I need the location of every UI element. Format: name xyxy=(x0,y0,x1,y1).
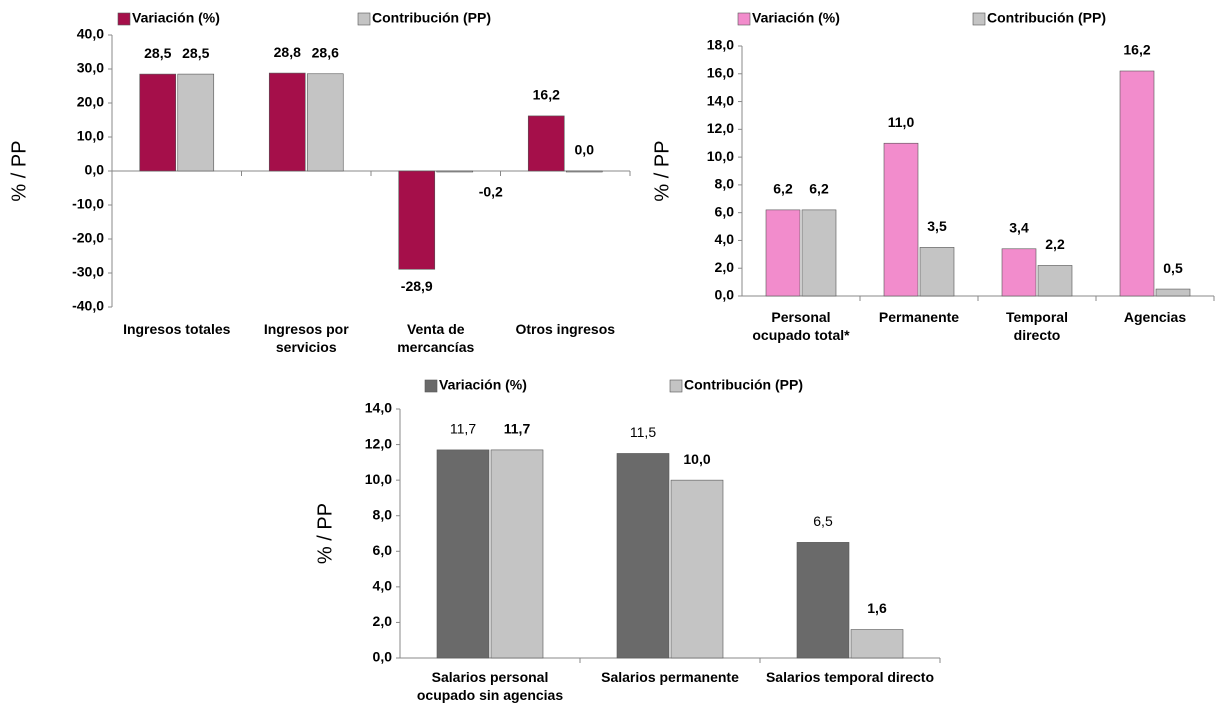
legend-label: Contribución (PP) xyxy=(372,10,491,26)
bar xyxy=(919,247,955,297)
y-tick-label: 14,0 xyxy=(707,92,734,108)
x-tick-label: Salarios personal ocupado sin agencias xyxy=(416,669,564,703)
y-tick-label: 30,0 xyxy=(77,60,104,76)
legend-swatch xyxy=(972,12,986,26)
value-label: 6,5 xyxy=(813,513,833,529)
bar xyxy=(1037,265,1073,297)
value-label: 16,2 xyxy=(533,87,560,103)
y-tick-label: 2,0 xyxy=(373,613,393,629)
y-tick-label: 4,0 xyxy=(715,231,735,247)
legend-label: Variación (%) xyxy=(439,377,527,393)
value-label: -0,2 xyxy=(479,184,503,200)
y-tick-label: 16,0 xyxy=(707,64,734,80)
bar xyxy=(616,453,670,659)
value-label: 6,2 xyxy=(773,181,793,197)
value-label: 6,2 xyxy=(809,181,829,197)
legend-swatch xyxy=(737,12,751,26)
bar xyxy=(801,209,837,297)
legend-label: Variación (%) xyxy=(132,10,220,26)
y-tick-label: 10,0 xyxy=(707,148,734,164)
x-tick-label: Salarios permanente xyxy=(601,669,739,685)
value-label: 10,0 xyxy=(683,451,710,467)
bar xyxy=(436,449,490,659)
y-tick-label: 2,0 xyxy=(715,259,735,275)
y-axis-title: % / PP xyxy=(8,140,30,201)
bar xyxy=(490,449,544,659)
y-tick-label: 0,0 xyxy=(373,649,393,665)
x-tick-label: Permanente xyxy=(878,309,960,325)
x-tick-label: Venta de mercancías xyxy=(397,321,475,355)
y-tick-label: 14,0 xyxy=(365,400,392,416)
y-tick-label: 8,0 xyxy=(715,176,735,192)
bar xyxy=(850,629,904,659)
y-axis-title: % / PP xyxy=(651,140,673,201)
y-tick-label: 4,0 xyxy=(373,578,393,594)
bar xyxy=(398,170,436,270)
bar xyxy=(268,72,306,172)
y-tick-label: 18,0 xyxy=(707,37,734,53)
value-label: 3,4 xyxy=(1009,219,1029,235)
legend-swatch xyxy=(357,12,371,26)
bar xyxy=(177,73,215,172)
y-axis-title: % / PP xyxy=(314,503,336,564)
legend-swatch xyxy=(669,379,683,393)
bar xyxy=(765,209,801,297)
y-tick-label: -30,0 xyxy=(72,264,104,280)
bar xyxy=(306,73,344,172)
x-tick-label: Agencias xyxy=(1123,309,1187,325)
x-tick-label: Salarios temporal directo xyxy=(765,669,935,685)
y-tick-label: 6,0 xyxy=(373,542,393,558)
y-tick-label: 12,0 xyxy=(707,120,734,136)
bar xyxy=(565,170,603,173)
legend-label: Contribución (PP) xyxy=(684,377,803,393)
bar xyxy=(527,115,565,172)
x-tick-label: Temporal directo xyxy=(1006,309,1068,343)
value-label: 28,5 xyxy=(144,45,171,61)
value-label: 3,5 xyxy=(927,218,947,234)
x-tick-label: Ingresos totales xyxy=(123,321,231,337)
bar xyxy=(670,479,724,659)
x-tick-label: Otros ingresos xyxy=(515,321,616,337)
value-label: 2,2 xyxy=(1045,236,1065,252)
y-tick-label: 10,0 xyxy=(365,471,392,487)
legend-swatch xyxy=(424,379,438,393)
y-tick-label: 10,0 xyxy=(77,128,104,144)
value-label: 16,2 xyxy=(1123,42,1150,58)
y-tick-label: -10,0 xyxy=(72,196,104,212)
value-label: 0,5 xyxy=(1163,260,1183,276)
bar xyxy=(1155,288,1191,297)
y-tick-label: 0,0 xyxy=(715,287,735,303)
value-label: 28,5 xyxy=(182,45,209,61)
value-label: 11,7 xyxy=(450,421,476,437)
value-label: 11,0 xyxy=(888,114,915,130)
legend-label: Variación (%) xyxy=(752,10,840,26)
legend-label: Contribución (PP) xyxy=(987,10,1106,26)
y-tick-label: 8,0 xyxy=(373,506,393,522)
value-label: 11,5 xyxy=(630,424,656,440)
bar xyxy=(1001,248,1037,297)
x-tick-label: Ingresos por servicios xyxy=(263,321,349,355)
value-label: -28,9 xyxy=(401,278,433,294)
bar xyxy=(436,170,474,173)
value-label: 0,0 xyxy=(575,142,595,158)
value-label: 1,6 xyxy=(867,600,887,616)
value-label: 11,7 xyxy=(504,421,531,437)
y-tick-label: 6,0 xyxy=(715,203,735,219)
bar xyxy=(139,73,177,172)
value-label: 28,8 xyxy=(274,44,301,60)
bar xyxy=(796,542,850,659)
bar xyxy=(1119,70,1155,297)
y-tick-label: 12,0 xyxy=(365,435,392,451)
bar xyxy=(883,142,919,297)
y-tick-label: -20,0 xyxy=(72,230,104,246)
x-tick-label: Personal ocupado total* xyxy=(752,309,850,343)
legend-swatch xyxy=(117,12,131,26)
y-tick-label: 20,0 xyxy=(77,94,104,110)
y-tick-label: -40,0 xyxy=(72,298,104,314)
y-tick-label: 40,0 xyxy=(77,26,104,42)
y-tick-label: 0,0 xyxy=(85,162,105,178)
value-label: 28,6 xyxy=(312,44,339,60)
